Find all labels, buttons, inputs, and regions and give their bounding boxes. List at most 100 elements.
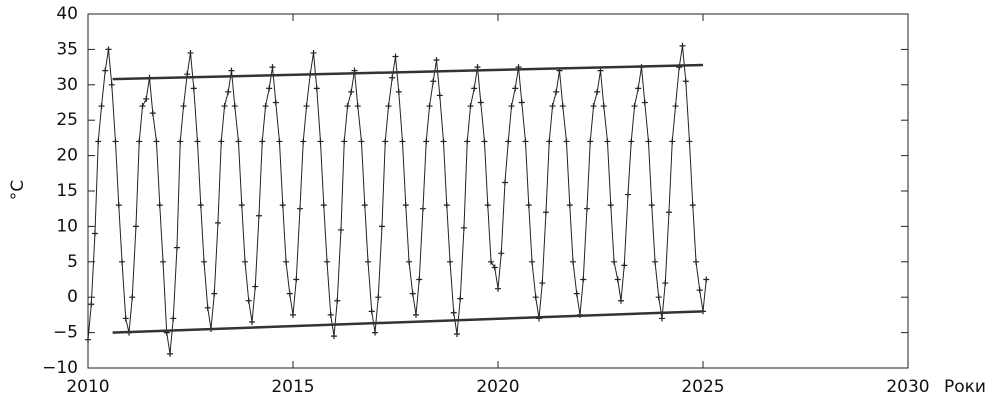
data-point xyxy=(436,92,443,99)
data-point xyxy=(402,202,409,209)
data-point xyxy=(553,88,560,95)
data-point xyxy=(416,276,423,283)
data-point xyxy=(546,138,553,145)
data-point xyxy=(365,258,372,265)
x-tick-label: 2010 xyxy=(66,377,109,397)
data-point xyxy=(696,287,703,294)
data-point xyxy=(389,74,396,81)
data-point xyxy=(495,285,501,292)
series-line xyxy=(112,310,704,334)
data-point xyxy=(501,179,508,186)
data-point xyxy=(255,212,262,219)
data-point xyxy=(245,297,252,304)
data-point xyxy=(143,95,150,102)
data-point xyxy=(549,103,556,110)
data-point xyxy=(484,202,491,209)
data-point xyxy=(395,88,402,95)
data-point xyxy=(317,138,324,145)
data-point xyxy=(703,276,710,283)
data-point xyxy=(372,329,378,336)
data-point xyxy=(392,53,399,60)
data-point xyxy=(180,103,187,110)
data-point xyxy=(665,209,672,216)
data-point xyxy=(406,258,413,265)
series-line xyxy=(112,63,704,81)
data-point xyxy=(454,331,460,338)
data-point xyxy=(447,258,454,265)
data-point xyxy=(324,258,331,265)
data-point xyxy=(474,64,481,71)
data-point xyxy=(614,276,621,283)
data-point xyxy=(108,81,115,88)
data-point xyxy=(607,202,614,209)
data-point xyxy=(286,290,293,297)
data-point xyxy=(204,304,211,311)
data-point xyxy=(471,85,478,92)
data-point xyxy=(686,138,693,145)
data-point xyxy=(604,138,611,145)
data-point xyxy=(129,294,136,301)
data-point xyxy=(645,138,652,145)
data-point xyxy=(570,258,577,265)
data-point xyxy=(368,308,375,315)
data-point xyxy=(276,138,283,145)
data-point xyxy=(488,258,495,265)
data-point xyxy=(242,258,249,265)
data-point xyxy=(85,336,91,343)
data-point xyxy=(283,258,290,265)
data-point xyxy=(631,103,638,110)
plot-frame xyxy=(87,13,909,369)
data-point xyxy=(231,103,238,110)
data-point xyxy=(481,138,488,145)
data-point xyxy=(559,103,566,110)
data-point xyxy=(399,138,406,145)
data-point xyxy=(423,138,430,145)
data-point xyxy=(279,202,286,209)
data-point xyxy=(173,244,180,251)
data-point xyxy=(693,258,700,265)
data-point xyxy=(600,103,607,110)
data-point xyxy=(225,88,232,95)
data-point xyxy=(187,49,194,56)
data-point xyxy=(115,202,122,209)
data-point xyxy=(594,88,601,95)
data-point xyxy=(167,350,173,357)
data-point xyxy=(139,103,146,110)
data-point xyxy=(385,103,392,110)
data-point xyxy=(648,202,655,209)
data-point xyxy=(375,294,382,301)
data-point xyxy=(91,230,98,237)
data-point xyxy=(652,258,659,265)
data-point xyxy=(310,49,317,56)
y-tick-label: 0 xyxy=(67,287,78,307)
data-point xyxy=(505,138,512,145)
data-point xyxy=(177,138,184,145)
data-point xyxy=(426,103,433,110)
data-point xyxy=(112,138,119,145)
y-tick-label: 10 xyxy=(56,216,78,236)
data-point xyxy=(262,103,269,110)
data-point xyxy=(337,226,344,233)
data-point xyxy=(512,85,519,92)
data-point xyxy=(105,46,112,53)
data-point xyxy=(293,276,300,283)
data-point xyxy=(348,88,355,95)
data-point xyxy=(450,309,457,316)
data-point xyxy=(460,224,467,231)
data-point xyxy=(566,202,573,209)
data-point xyxy=(290,311,296,318)
x-tick-label: 2015 xyxy=(271,377,314,397)
data-point xyxy=(682,78,689,85)
data-point xyxy=(160,258,167,265)
series-line xyxy=(87,45,707,354)
data-point xyxy=(669,138,676,145)
data-point xyxy=(269,64,276,71)
data-point xyxy=(136,138,143,145)
data-point xyxy=(358,138,365,145)
data-point xyxy=(344,103,351,110)
data-point xyxy=(457,295,464,302)
data-point xyxy=(320,202,327,209)
data-point xyxy=(655,294,662,301)
x-tick-label: 2020 xyxy=(476,377,519,397)
y-tick-label: 15 xyxy=(56,181,78,201)
